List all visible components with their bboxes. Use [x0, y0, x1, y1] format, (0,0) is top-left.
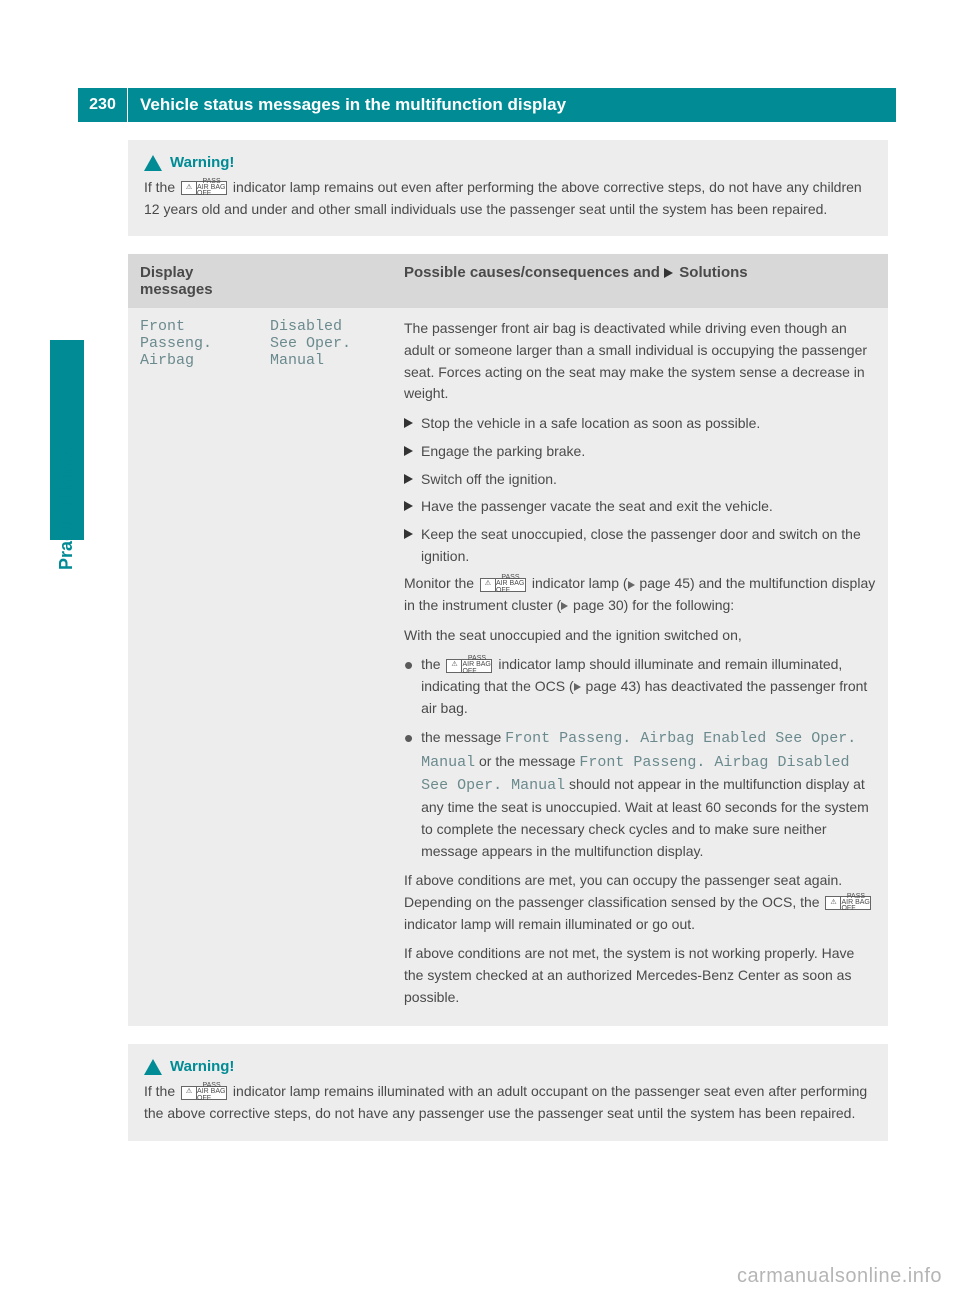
warning-header: Warning!: [144, 1058, 872, 1075]
conditions-met-paragraph: If above conditions are met, you can occ…: [404, 870, 876, 935]
conditions-notmet-paragraph: If above conditions are not met, the sys…: [404, 943, 876, 1008]
step-arrow-icon: [404, 501, 413, 511]
warning-header: Warning!: [144, 154, 872, 171]
page-content: Warning! If the ⚠ PASSAIR BAG OFF indica…: [128, 140, 888, 1159]
step-arrow-icon: [404, 474, 413, 484]
bullet-icon: •: [404, 727, 413, 862]
warning-text-top: If the ⚠ PASSAIR BAG OFF indicator lamp …: [144, 177, 872, 220]
table-header-messages: Display messages: [128, 254, 258, 308]
step-item: Switch off the ignition.: [404, 469, 876, 491]
page-ref-icon: [561, 602, 568, 610]
display-message-col1: Front Passeng. Airbag: [128, 308, 258, 1026]
bullet-item: • the ⚠ PASSAIR BAG OFF indicator lamp s…: [404, 654, 876, 719]
warning-box-top: Warning! If the ⚠ PASSAIR BAG OFF indica…: [128, 140, 888, 236]
passenger-airbag-off-icon: ⚠ PASSAIR BAG OFF: [825, 896, 871, 910]
table-header-solutions: Possible causes/consequences and Solutio…: [392, 254, 888, 308]
step-item: Have the passenger vacate the seat and e…: [404, 496, 876, 518]
warning-triangle-icon: [144, 155, 162, 171]
warning-label: Warning!: [170, 1058, 234, 1075]
page-ref-icon: [574, 683, 581, 691]
solutions-arrow-icon: [664, 268, 673, 278]
intro-paragraph: The passenger front air bag is deactivat…: [404, 318, 876, 405]
page-title: Vehicle status messages in the multifunc…: [128, 95, 566, 115]
bullet-icon: •: [404, 654, 413, 719]
step-item: Keep the seat unoccupied, close the pass…: [404, 524, 876, 567]
table-row: Front Passeng. Airbag Disabled See Oper.…: [128, 308, 888, 1026]
passenger-airbag-off-icon: ⚠ PASSAIR BAG OFF: [446, 659, 492, 673]
side-section-label: Practical hints: [56, 447, 77, 570]
warning-triangle-icon: [144, 1059, 162, 1075]
step-item: Stop the vehicle in a safe location as s…: [404, 413, 876, 435]
messages-table: Display messages Possible causes/consequ…: [128, 254, 888, 1026]
solutions-cell: The passenger front air bag is deactivat…: [392, 308, 888, 1026]
passenger-airbag-off-icon: ⚠ PASSAIR BAG OFF: [181, 181, 227, 195]
warning-label: Warning!: [170, 154, 234, 171]
step-item: Engage the parking brake.: [404, 441, 876, 463]
page-ref-icon: [628, 581, 635, 589]
page-number: 230: [78, 88, 128, 122]
warning-box-bottom: Warning! If the ⚠ PASSAIR BAG OFF indica…: [128, 1044, 888, 1140]
warning-text-bottom: If the ⚠ PASSAIR BAG OFF indicator lamp …: [144, 1081, 872, 1124]
bullet-item: • the message Front Passeng. Airbag Enab…: [404, 727, 876, 862]
with-seat-paragraph: With the seat unoccupied and the ignitio…: [404, 625, 876, 647]
passenger-airbag-off-icon: ⚠ PASSAIR BAG OFF: [480, 578, 526, 592]
table-header-row: Display messages Possible causes/consequ…: [128, 254, 888, 308]
monitor-paragraph: Monitor the ⚠ PASSAIR BAG OFF indicator …: [404, 573, 876, 616]
step-arrow-icon: [404, 418, 413, 428]
step-arrow-icon: [404, 446, 413, 456]
page-header: 230 Vehicle status messages in the multi…: [78, 88, 896, 122]
step-arrow-icon: [404, 529, 413, 539]
passenger-airbag-off-icon: ⚠ PASSAIR BAG OFF: [181, 1086, 227, 1100]
watermark: carmanualsonline.info: [737, 1265, 942, 1288]
display-message-col2: Disabled See Oper. Manual: [258, 308, 392, 1026]
